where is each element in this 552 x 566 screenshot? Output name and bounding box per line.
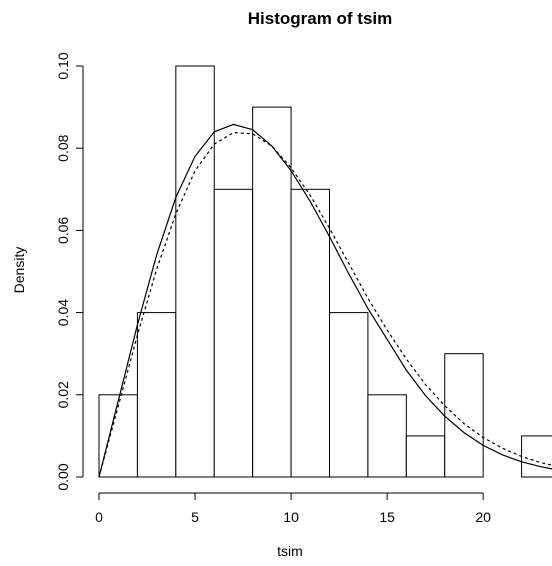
y-tick-label: 0.04 xyxy=(55,299,71,326)
y-tick-label: 0.00 xyxy=(55,463,71,490)
x-tick-label: 20 xyxy=(475,509,491,525)
x-axis: 0 5 10 15 20 xyxy=(95,492,491,525)
x-tick-label: 15 xyxy=(379,509,395,525)
chart-title: Histogram of tsim xyxy=(248,9,393,28)
x-tick-label: 5 xyxy=(191,509,199,525)
histogram-bars xyxy=(98,65,552,478)
y-tick-label: 0.06 xyxy=(55,217,71,244)
y-axis: 0.00 0.02 0.04 0.06 0.08 0.10 xyxy=(55,52,84,491)
histogram-bar xyxy=(213,188,254,478)
y-tick-label: 0.02 xyxy=(55,381,71,408)
histogram-bar xyxy=(444,353,484,478)
density-curves xyxy=(98,123,552,478)
histogram-bar xyxy=(175,65,215,478)
x-tick-label: 0 xyxy=(95,509,103,525)
y-axis-label: Density xyxy=(11,247,27,294)
x-tick-label: 10 xyxy=(283,509,299,525)
density-curve-solid xyxy=(98,123,552,478)
histogram-bar xyxy=(521,435,552,478)
histogram-bar xyxy=(290,188,331,478)
x-axis-label: tsim xyxy=(277,543,303,559)
y-tick-label: 0.10 xyxy=(55,52,71,79)
histogram-bar xyxy=(98,394,138,478)
histogram-bar xyxy=(405,435,446,478)
histogram-bar xyxy=(136,312,177,478)
histogram-bar xyxy=(367,394,407,478)
density-curve-dashed xyxy=(98,131,552,478)
y-tick-label: 0.08 xyxy=(55,134,71,161)
histogram-bar xyxy=(252,106,292,478)
histogram-bar xyxy=(329,312,369,478)
